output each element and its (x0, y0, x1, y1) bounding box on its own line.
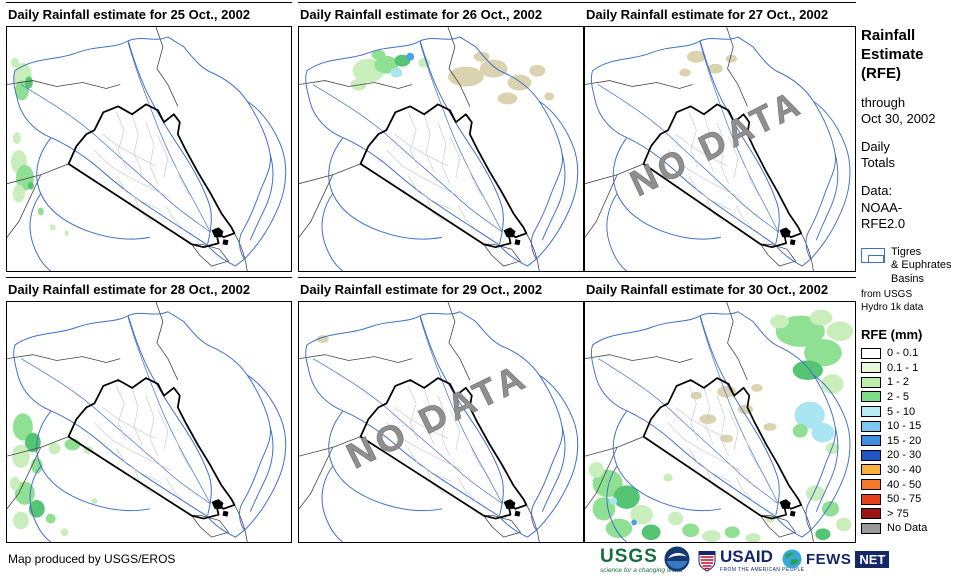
legend-swatch (861, 464, 881, 476)
usgs-wordmark: USGS (600, 546, 658, 567)
legend-label: 5 - 10 (887, 405, 916, 418)
map-oct-25 (6, 26, 292, 272)
legend-swatch (861, 508, 881, 520)
legend-row: 0.1 - 1 (861, 362, 963, 374)
map-oct-27: NO DATA (584, 26, 856, 272)
legend-label: 1 - 2 (887, 376, 910, 389)
panel-oct-29: Daily Rainfall estimate for 29 Oct., 200… (298, 277, 584, 543)
fewsnet-logo: FEWS NET (782, 549, 890, 569)
usgs-tagline: science for a changing world (600, 567, 683, 574)
legend-label: > 75 (887, 507, 909, 520)
panel-oct-25: Daily Rainfall estimate for 25 Oct., 200… (6, 2, 292, 272)
legend-row: 5 - 10 (861, 406, 963, 418)
map-oct-26 (298, 26, 584, 272)
panel-title: Daily Rainfall estimate for 30 Oct., 200… (584, 277, 856, 301)
map-canvas (7, 302, 291, 542)
fewsnet-globe-icon (782, 549, 802, 569)
map-oct-29: NO DATA (298, 301, 584, 543)
legend-label: 15 - 20 (887, 434, 922, 447)
sidebar-title: Rainfall Estimate (RFE) (861, 27, 924, 83)
legend-row: 2 - 5 (861, 391, 963, 403)
legend-row: 15 - 20 (861, 435, 963, 447)
map-canvas (585, 302, 855, 542)
panel-title: Daily Rainfall estimate for 25 Oct., 200… (6, 2, 292, 26)
legend-row: 30 - 40 (861, 464, 963, 476)
panel-oct-27: Daily Rainfall estimate for 27 Oct., 200… (584, 2, 856, 272)
map-canvas (299, 27, 583, 271)
basin-legend-label: Tigres & Euphrates Basins (891, 245, 952, 285)
map-credit: Map produced by USGS/EROS (8, 552, 176, 566)
legend-row: 1 - 2 (861, 376, 963, 388)
map-canvas: NO DATA (299, 302, 583, 542)
legend-row: 20 - 30 (861, 449, 963, 461)
through-date: through Oct 30, 2002 (861, 94, 936, 127)
map-oct-30 (584, 301, 856, 543)
basin-legend-source: from USGS Hydro 1k data (861, 289, 924, 313)
panel-title: Daily Rainfall estimate for 27 Oct., 200… (584, 2, 856, 26)
daily-totals-label: Daily Totals (861, 138, 895, 171)
legend-swatch (861, 376, 881, 388)
legend-row: 40 - 50 (861, 479, 963, 491)
legend-swatch (861, 391, 881, 403)
fewsnet-net-badge: NET (855, 550, 890, 568)
panel-title: Daily Rainfall estimate for 28 Oct., 200… (6, 277, 292, 301)
rfe-legend-title: RFE (mm) (861, 327, 923, 343)
panel-title: Daily Rainfall estimate for 29 Oct., 200… (298, 277, 584, 301)
legend-label: 0 - 0.1 (887, 347, 919, 360)
legend-swatch (861, 493, 881, 505)
panel-oct-26: Daily Rainfall estimate for 26 Oct., 200… (298, 2, 584, 272)
panel-oct-30: Daily Rainfall estimate for 30 Oct., 200… (584, 277, 856, 543)
legend-label: 20 - 30 (887, 449, 922, 462)
panel-oct-28: Daily Rainfall estimate for 28 Oct., 200… (6, 277, 292, 543)
usaid-tagline: FROM THE AMERICAN PEOPLE (720, 567, 805, 573)
data-source: Data: NOAA- RFE2.0 (861, 183, 906, 232)
legend-label: 0.1 - 1 (887, 361, 919, 374)
legend-row: 10 - 15 (861, 420, 963, 432)
usaid-wordmark: USAID (720, 547, 773, 566)
legend-label: 30 - 40 (887, 463, 922, 476)
legend-swatch (861, 479, 881, 490)
usaid-shield-icon (698, 550, 716, 572)
usaid-logo: USAID FROM THE AMERICAN PEOPLE (698, 548, 805, 573)
legend-swatch (861, 347, 881, 359)
legend-sidebar: Rainfall Estimate (RFE) through Oct 30, … (861, 26, 963, 537)
noaa-logo (664, 546, 690, 572)
legend-swatch (861, 449, 881, 461)
map-oct-28 (6, 301, 292, 543)
legend-label: 40 - 50 (887, 478, 922, 491)
legend-swatch (861, 406, 881, 418)
fewsnet-wordmark: FEWS (806, 550, 852, 568)
legend-label: 2 - 5 (887, 390, 910, 403)
legend-row: 50 - 75 (861, 493, 963, 505)
legend-swatch (861, 420, 881, 432)
basin-legend: Tigres & Euphrates Basins (861, 246, 963, 286)
legend-label: No Data (887, 522, 928, 535)
map-canvas (7, 27, 291, 271)
legend-label: 50 - 75 (887, 493, 922, 506)
basin-outline-icon (861, 247, 885, 263)
legend-label: 10 - 15 (887, 420, 922, 433)
legend-row: > 75 (861, 508, 963, 520)
legend-row: No Data (861, 522, 963, 534)
legend-swatch (861, 362, 881, 374)
panel-title: Daily Rainfall estimate for 26 Oct., 200… (298, 2, 584, 26)
legend-row: 0 - 0.1 (861, 347, 963, 359)
noaa-emblem-icon (664, 546, 690, 572)
legend-swatch (861, 435, 881, 447)
legend-swatch (861, 522, 881, 534)
map-canvas: NO DATA (585, 27, 855, 271)
usgs-logo: USGS science for a changing world (600, 547, 682, 574)
